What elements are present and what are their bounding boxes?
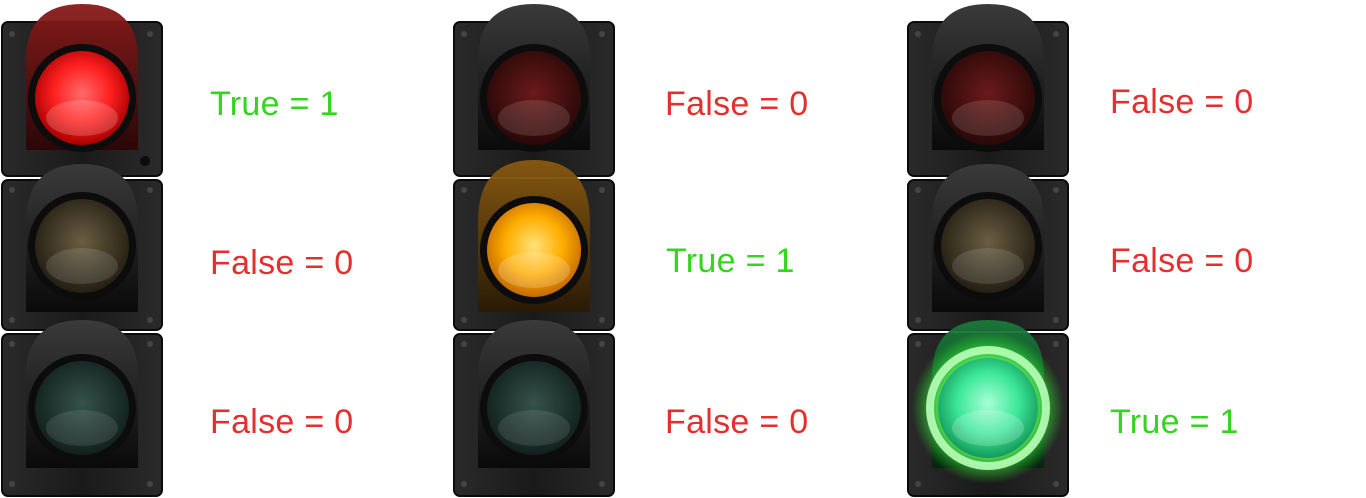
signal-3-green-label: True = 1 [1110,403,1239,441]
signal-2-amber-label: True = 1 [666,242,795,280]
traffic-light-1 [0,0,166,498]
green-lamp-off [487,361,581,455]
amber-lamp-off [941,199,1035,293]
signal-3-red-label: False = 0 [1110,83,1254,121]
signal-2-green-label: False = 0 [665,403,809,441]
red-lamp-on [35,51,129,145]
signal-2-red-label: False = 0 [665,85,809,123]
signal-1-green-label: False = 0 [210,403,354,441]
signal-3-amber-label: False = 0 [1110,242,1254,280]
green-lamp-off [35,361,129,455]
traffic-light-2 [452,0,618,498]
signal-1-amber-label: False = 0 [210,244,354,282]
amber-lamp-off [35,199,129,293]
signal-1-red-label: True = 1 [210,85,339,123]
traffic-light-3 [906,0,1072,498]
green-lamp-on [938,358,1038,458]
red-lamp-off [487,51,581,145]
amber-lamp-on [487,203,581,297]
red-lamp-off [941,51,1035,145]
